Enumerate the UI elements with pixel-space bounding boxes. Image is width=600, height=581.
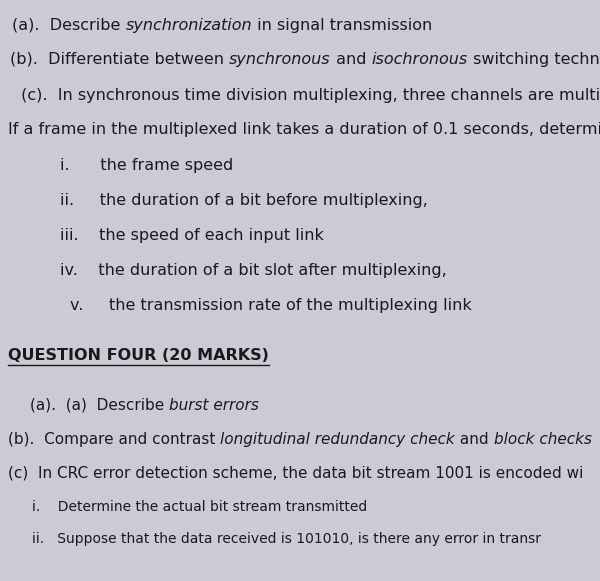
- Text: in signal transmission: in signal transmission: [252, 18, 433, 33]
- Text: (a).  (a)  Describe: (a). (a) Describe: [30, 398, 169, 413]
- Text: ii.     the duration of a bit before multiplexing,: ii. the duration of a bit before multipl…: [60, 193, 428, 208]
- Text: longitudinal redundancy check: longitudinal redundancy check: [220, 432, 455, 447]
- Text: i.    Determine the actual bit stream transmitted: i. Determine the actual bit stream trans…: [32, 500, 367, 514]
- Text: burst errors: burst errors: [169, 398, 259, 413]
- Text: and: and: [455, 432, 493, 447]
- Text: (c).  In synchronous time division multiplexing, three channels are multiplexed: (c). In synchronous time division multip…: [16, 88, 600, 103]
- Text: synchronization: synchronization: [125, 18, 252, 33]
- Text: (c)  In CRC error detection scheme, the data bit stream 1001 is encoded wi: (c) In CRC error detection scheme, the d…: [8, 466, 583, 481]
- Text: iv.    the duration of a bit slot after multiplexing,: iv. the duration of a bit slot after mul…: [60, 263, 447, 278]
- Text: and: and: [331, 52, 371, 67]
- Text: synchronous: synchronous: [229, 52, 331, 67]
- Text: QUESTION FOUR (20 MARKS): QUESTION FOUR (20 MARKS): [8, 348, 269, 363]
- Text: ii.   Suppose that the data received is 101010, is there any error in transr: ii. Suppose that the data received is 10…: [32, 532, 541, 546]
- Text: iii.    the speed of each input link: iii. the speed of each input link: [60, 228, 324, 243]
- Text: v.     the transmission rate of the multiplexing link: v. the transmission rate of the multiple…: [70, 298, 472, 313]
- Text: block checks: block checks: [493, 432, 592, 447]
- Text: i.      the frame speed: i. the frame speed: [60, 158, 233, 173]
- Text: If a frame in the multiplexed link takes a duration of 0.1 seconds, determine: If a frame in the multiplexed link takes…: [8, 122, 600, 137]
- Text: (a).  Describe: (a). Describe: [12, 18, 125, 33]
- Text: (b).  Differentiate between: (b). Differentiate between: [10, 52, 229, 67]
- Text: (b).  Compare and contrast: (b). Compare and contrast: [8, 432, 220, 447]
- Text: isochronous: isochronous: [371, 52, 467, 67]
- Text: switching techniques: switching techniques: [467, 52, 600, 67]
